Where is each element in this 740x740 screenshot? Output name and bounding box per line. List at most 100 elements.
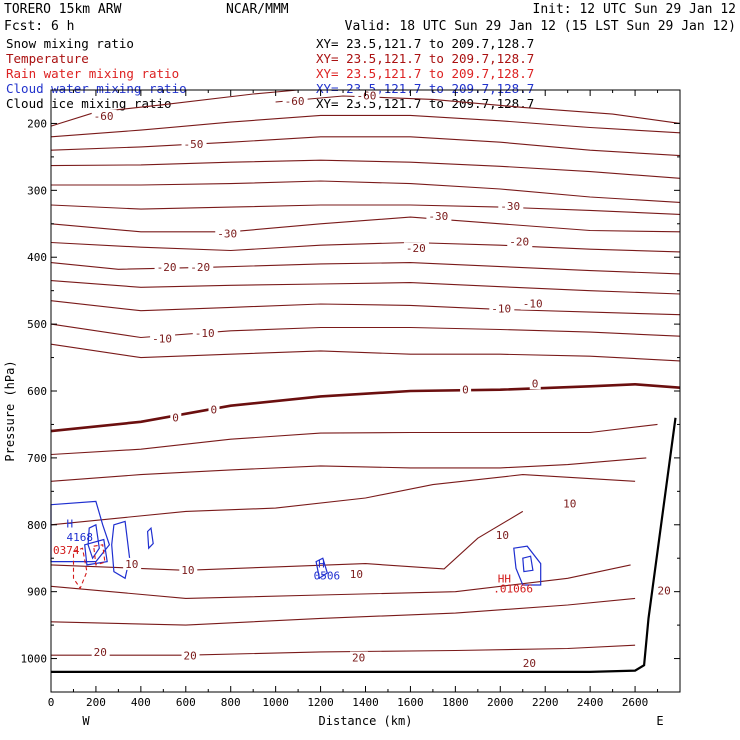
field-name: Temperature	[6, 51, 89, 66]
isotherm-label: 20	[523, 657, 536, 670]
isotherm-line	[50, 159, 681, 179]
x-tick-label: 800	[221, 696, 241, 709]
isotherm-line	[275, 95, 681, 124]
cloud-water-contour	[84, 538, 108, 566]
isotherm-line	[50, 474, 636, 526]
terrain-line	[51, 417, 677, 673]
field-xy: XY= 23.5,121.7 to 209.7,128.7	[316, 66, 534, 81]
cloud-water-contour	[146, 526, 154, 550]
isotherm-line	[50, 343, 681, 362]
label-backdrop	[91, 109, 117, 122]
isotherm-label: -50	[184, 138, 204, 151]
isotherm-label: -60	[94, 110, 114, 123]
extremum-label: 0374	[53, 544, 80, 557]
isotherm-label: -20	[406, 242, 426, 255]
field-legend: Snow mixing ratio XY= 23.5,121.7 to 209.7…	[6, 36, 534, 111]
y-tick-label: 600	[27, 385, 47, 398]
isotherm-label: 10	[181, 564, 194, 577]
label-backdrop	[192, 327, 218, 340]
x-tick-label: 1600	[397, 696, 424, 709]
rain-water-contour	[93, 544, 106, 566]
east-end-label: E	[656, 714, 663, 728]
isotherm-label: -20	[509, 236, 529, 249]
label-backdrop	[350, 651, 369, 664]
isotherm-label: 0	[532, 377, 539, 390]
label-backdrop	[493, 529, 512, 542]
isotherm-label: 20	[94, 646, 107, 659]
label-backdrop	[561, 497, 580, 510]
init-label: Init: 12 UTC Sun 29 Jan 12	[533, 2, 737, 17]
y-axis-title: Pressure (hPa)	[3, 360, 17, 461]
forecast-label: Fcst: 6 h	[4, 19, 74, 34]
y-tick-label: 700	[27, 452, 47, 465]
x-tick-label: 400	[131, 696, 151, 709]
field-xy: XY= 23.5,121.7 to 209.7,128.7	[316, 51, 534, 66]
label-backdrop	[520, 297, 546, 310]
field-xy: XY= 23.5,121.7 to 209.7,128.7	[316, 96, 534, 111]
isotherm-line	[51, 180, 681, 203]
isotherm-line	[50, 89, 299, 127]
rain-water-contour	[72, 547, 88, 590]
isotherm-label: -60	[285, 95, 305, 108]
label-backdrop	[150, 332, 176, 345]
label-backdrop	[91, 646, 110, 659]
isotherm-line	[50, 382, 681, 433]
label-backdrop	[170, 411, 182, 424]
isotherm-line	[50, 323, 681, 339]
isotherm-label: 0	[172, 411, 179, 424]
isotherm-line	[51, 644, 636, 656]
y-tick-label: 400	[27, 251, 47, 264]
y-tick-label: 900	[27, 586, 47, 599]
label-backdrop	[426, 210, 452, 223]
isotherm-label: -10	[195, 327, 215, 340]
cloud-water-contour	[111, 520, 131, 580]
y-tick-label: 200	[27, 117, 47, 130]
cloud-water-contour	[522, 555, 534, 573]
x-axis-title: Distance (km)	[319, 714, 413, 728]
label-backdrop	[489, 302, 515, 315]
isotherm-line	[50, 423, 658, 456]
x-tick-label: 1800	[442, 696, 469, 709]
extremum-label: H	[66, 517, 73, 530]
isotherm-line	[50, 241, 681, 253]
isotherm-label: -10	[523, 298, 543, 311]
y-tick-label: 500	[27, 318, 47, 331]
field-name: Rain water mixing ratio	[6, 66, 179, 81]
plot-frame	[50, 89, 681, 693]
x-tick-label: 2000	[487, 696, 514, 709]
isotherm-line	[50, 564, 631, 599]
isotherm-label: 0	[210, 403, 217, 416]
extremum-label: 4168	[66, 531, 93, 544]
model-label: TORERO 15km ARW	[4, 2, 122, 17]
label-backdrop	[498, 200, 524, 213]
isotherm-label: 20	[184, 650, 197, 663]
cloud-water-contour	[513, 545, 542, 586]
extremum-label: 0506	[314, 570, 341, 583]
isotherm-label: -10	[152, 332, 172, 345]
field-name: Snow mixing ratio	[6, 36, 134, 51]
isotherm-label: -30	[500, 200, 520, 213]
label-backdrop	[154, 260, 180, 273]
label-backdrop	[215, 227, 241, 240]
isotherm-line	[50, 300, 681, 316]
label-backdrop	[655, 584, 674, 597]
label-backdrop	[282, 95, 308, 108]
isotherm-line	[50, 216, 681, 233]
x-tick-label: 1000	[262, 696, 289, 709]
x-tick-label: 2600	[622, 696, 649, 709]
isotherm-label: 10	[496, 529, 509, 542]
label-backdrop	[403, 242, 429, 255]
plot-area: -60-60 -60-50-30-30-30-20-20-20 -20-10 -10-…	[3, 89, 681, 728]
valid-label: Valid: 18 UTC Sun 29 Jan 12 (15 LST Sun …	[345, 19, 736, 34]
source-label: NCAR/MMM	[226, 2, 289, 17]
isotherm-label: -10	[491, 302, 511, 315]
label-backdrop	[181, 137, 207, 150]
isotherm-label: 10	[563, 498, 576, 511]
label-backdrop	[123, 557, 142, 570]
isotherm-label: -20	[190, 261, 210, 274]
y-tick-label: 300	[27, 184, 47, 197]
isotherm-line	[50, 597, 636, 626]
field-name: Cloud ice mixing ratio	[6, 96, 172, 111]
isotherm-label: -30	[217, 227, 237, 240]
